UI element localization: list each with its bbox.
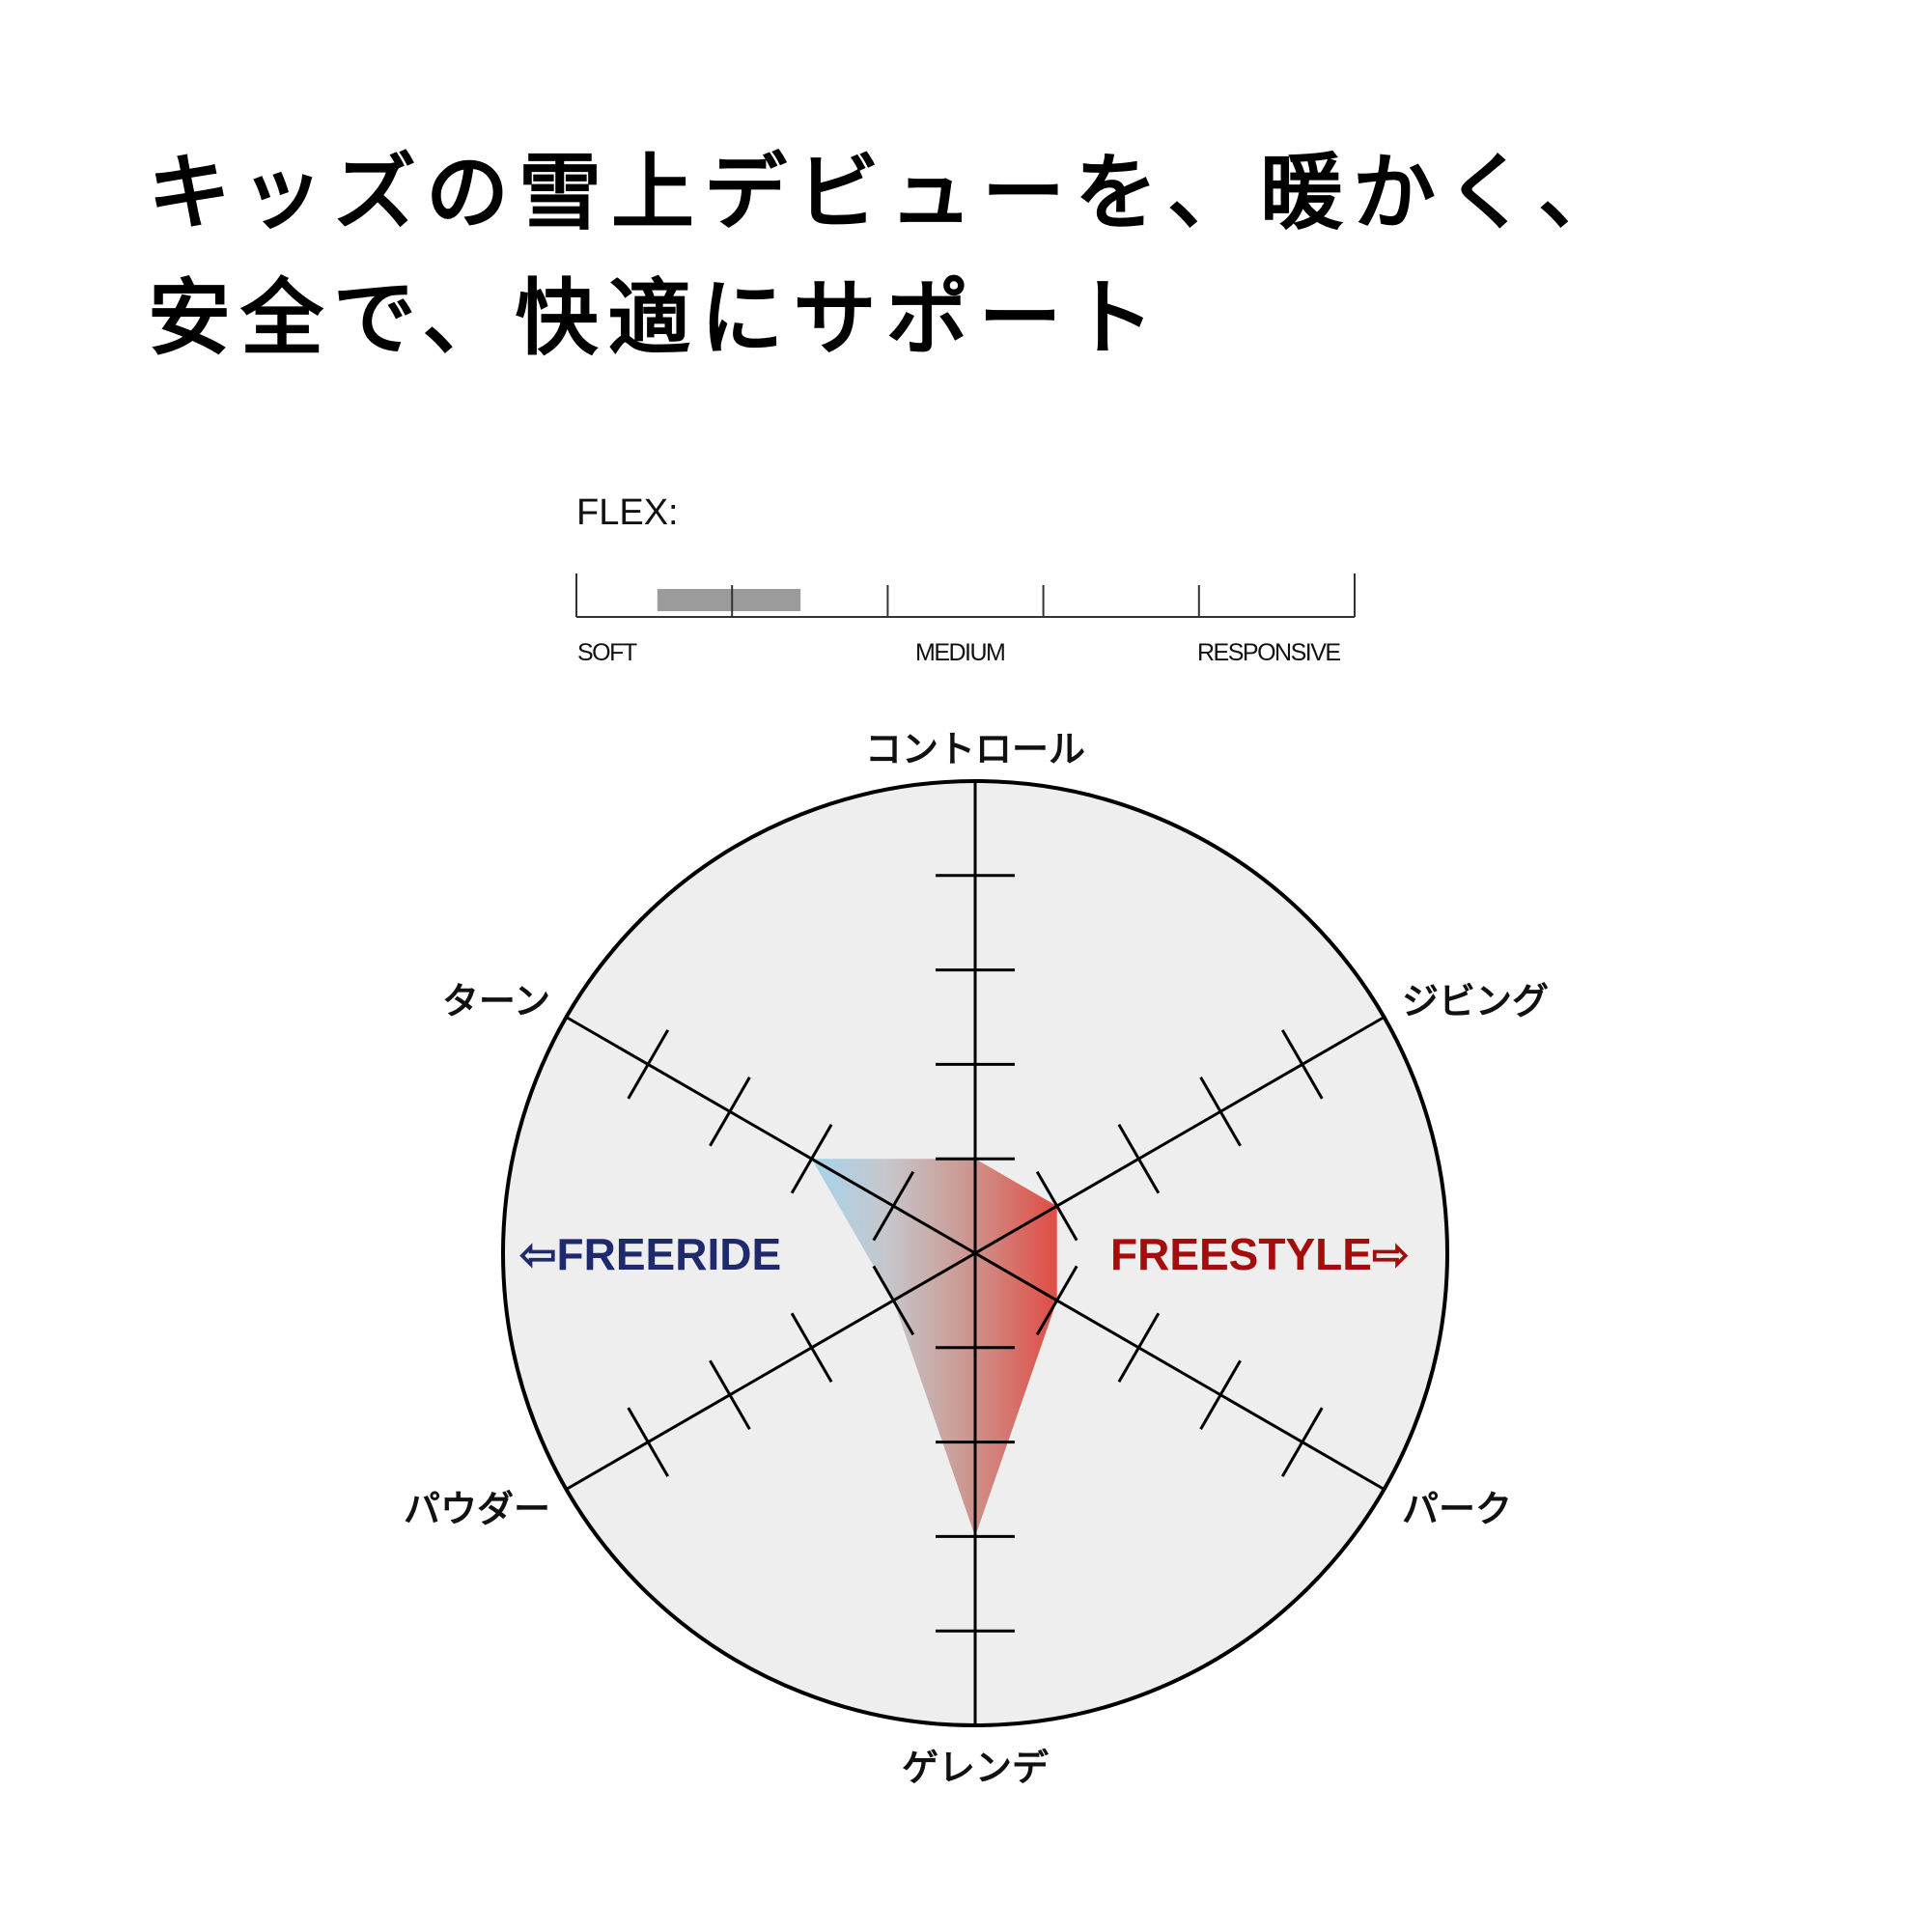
- arrow-left-icon: ⇦: [519, 1229, 557, 1279]
- axis-label-jibbing: ジビング: [1402, 980, 1550, 1022]
- radar-tick: [1199, 1359, 1242, 1430]
- radar-tick: [1199, 1077, 1242, 1147]
- radar-tick: [1035, 1170, 1078, 1242]
- flex-soft-label: SOFT: [577, 639, 637, 666]
- radar-tick: [1280, 1029, 1324, 1100]
- radar-tick: [790, 1312, 833, 1384]
- radar-tick: [790, 1123, 833, 1194]
- flex-scale: [575, 574, 1356, 618]
- radar-tick: [709, 1359, 751, 1430]
- axis-label-turn: ターン: [441, 980, 550, 1022]
- radar-axis-line: [565, 1016, 1386, 1491]
- freeride-label: ⇦FREERIDE: [519, 1228, 781, 1280]
- radar-tick: [872, 1265, 915, 1336]
- flex-range-bar: [657, 589, 801, 611]
- axis-label-powder: パウダー: [403, 1488, 550, 1530]
- radar-tick: [709, 1077, 751, 1147]
- freestyle-text: FREESTYLE: [1110, 1229, 1372, 1279]
- freestyle-label: FREESTYLE⇨: [1110, 1228, 1409, 1280]
- headline-line-1: キッズの雪上デビューを、暖かく、: [148, 145, 1631, 241]
- axis-label-gelande: ゲレンデ: [901, 1747, 1050, 1789]
- flex-medium-label: MEDIUM: [915, 639, 1006, 666]
- radar-tick: [1117, 1312, 1161, 1384]
- radar-tick: [627, 1029, 670, 1100]
- radar-tick: [872, 1170, 915, 1242]
- radar-tick: [1280, 1407, 1324, 1477]
- flex-responsive-label: RESPONSIVE: [1197, 639, 1341, 666]
- headline-line-2: 安全で、快適にサポート: [148, 270, 1164, 367]
- arrow-right-icon: ⇨: [1371, 1229, 1410, 1279]
- radar-tick: [627, 1407, 670, 1477]
- axis-label-control: コントロール: [864, 728, 1086, 770]
- radar-tick: [1117, 1123, 1161, 1194]
- radar-tick: [1035, 1265, 1078, 1336]
- freeride-text: FREERIDE: [556, 1229, 782, 1279]
- axis-label-park: パーク: [1402, 1488, 1513, 1530]
- flex-label: FLEX:: [576, 492, 679, 533]
- radar-axes: [565, 781, 1386, 1725]
- headline: キッズの雪上デビューを、暖かく、 安全で、快適にサポート: [148, 130, 1631, 381]
